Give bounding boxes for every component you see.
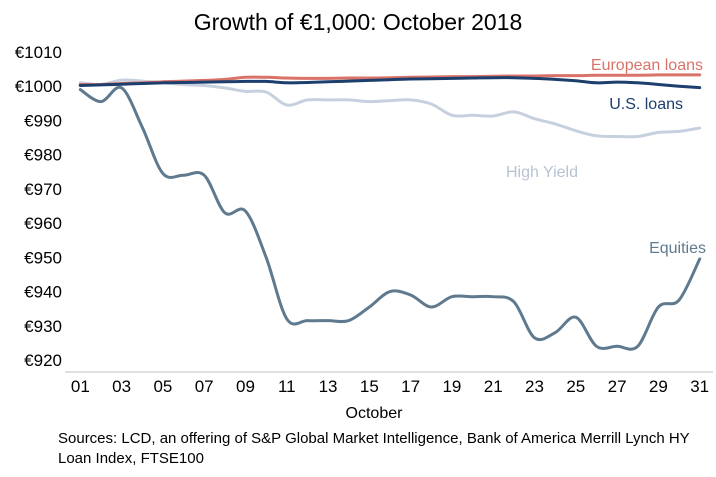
x-tick-label: 01 (71, 377, 90, 396)
y-tick-label: €960 (24, 214, 62, 233)
series-line-equities (78, 85, 702, 351)
x-tick-label: 19 (442, 377, 461, 396)
source-note: Sources: LCD, an offering of S&P Global … (58, 430, 690, 467)
x-tick-label: 03 (112, 377, 131, 396)
x-tick-label: 13 (319, 377, 338, 396)
x-tick-label: 05 (153, 377, 172, 396)
y-tick-label: €950 (24, 248, 62, 267)
x-tick-label: 11 (278, 377, 296, 396)
x-tick-label: 31 (690, 377, 709, 396)
x-tick-label: 27 (608, 377, 627, 396)
series-label-u-s-loans: U.S. loans (609, 96, 683, 113)
series-label-equities: Equities (649, 240, 706, 257)
x-tick-label: 25 (566, 377, 585, 396)
y-tick-label: €990 (24, 111, 62, 130)
y-tick-label: €920 (24, 351, 62, 370)
series-label-european-loans: European loans (591, 57, 703, 74)
x-axis-label: October (346, 405, 404, 422)
y-axis-ticks: €920 €930 €940 €950 €960 €970 €980 €990 €1000 €10… (15, 43, 62, 370)
y-tick-label: €940 (24, 283, 62, 302)
x-tick-label: 15 (360, 377, 379, 396)
x-tick-label: 21 (484, 377, 503, 396)
x-tick-label: 17 (401, 377, 420, 396)
x-tick-label: 09 (236, 377, 255, 396)
series-line-u-s-loans (78, 76, 702, 90)
x-axis-ticks: 01 03 05 07 09 11 13 15 17 19 21 23 25 27 29 31 (71, 377, 709, 396)
series-label-high-yield: High Yield (506, 164, 578, 181)
series-labels: European loans U.S. loans High Yield Equiti… (506, 57, 706, 257)
y-tick-label: €1000 (15, 77, 62, 96)
y-tick-label: €970 (24, 180, 62, 199)
y-tick-label: €980 (24, 146, 62, 165)
x-tick-label: 07 (195, 377, 214, 396)
x-tick-label: 29 (649, 377, 668, 396)
chart-title: Growth of €1,000: October 2018 (194, 9, 523, 35)
series-line-high-yield (78, 78, 702, 139)
y-tick-label: €930 (24, 317, 62, 336)
y-tick-label: €1010 (15, 43, 62, 62)
series-lines (78, 73, 702, 351)
x-tick-label: 23 (525, 377, 544, 396)
